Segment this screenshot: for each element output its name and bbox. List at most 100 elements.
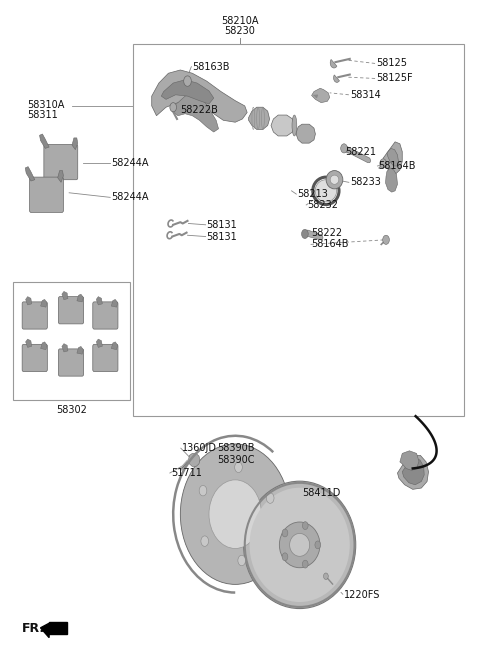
Circle shape <box>301 230 308 239</box>
Polygon shape <box>172 93 218 132</box>
FancyBboxPatch shape <box>59 349 84 376</box>
Text: 58302: 58302 <box>57 405 87 415</box>
Circle shape <box>315 541 321 549</box>
Polygon shape <box>402 459 424 485</box>
Polygon shape <box>77 346 84 354</box>
Text: 58163B: 58163B <box>192 62 230 72</box>
Circle shape <box>266 493 274 503</box>
Polygon shape <box>111 299 118 307</box>
Text: 58210A: 58210A <box>221 16 259 26</box>
Ellipse shape <box>279 522 320 567</box>
Circle shape <box>170 102 177 112</box>
Text: 58311: 58311 <box>28 110 59 120</box>
Polygon shape <box>111 342 118 350</box>
Wedge shape <box>330 60 337 68</box>
FancyBboxPatch shape <box>59 297 84 324</box>
Text: FR.: FR. <box>22 622 45 635</box>
Text: 58131: 58131 <box>206 232 237 241</box>
FancyBboxPatch shape <box>44 144 78 180</box>
Polygon shape <box>312 89 330 102</box>
Circle shape <box>184 76 192 87</box>
Text: 1220FS: 1220FS <box>344 590 381 600</box>
Polygon shape <box>77 294 84 302</box>
Text: 58314: 58314 <box>350 90 381 100</box>
Wedge shape <box>334 75 339 83</box>
Polygon shape <box>39 134 49 148</box>
Polygon shape <box>41 342 47 350</box>
FancyBboxPatch shape <box>93 302 118 329</box>
Ellipse shape <box>243 482 356 609</box>
Polygon shape <box>58 171 63 182</box>
Circle shape <box>302 560 308 568</box>
Ellipse shape <box>180 444 290 584</box>
Polygon shape <box>385 168 397 192</box>
Text: 58213: 58213 <box>297 189 328 199</box>
Text: 58390C: 58390C <box>217 455 255 465</box>
Circle shape <box>380 159 386 168</box>
Circle shape <box>235 462 242 472</box>
FancyBboxPatch shape <box>93 344 118 371</box>
Polygon shape <box>25 167 35 181</box>
Polygon shape <box>271 115 294 136</box>
Polygon shape <box>383 142 402 174</box>
Text: 58233: 58233 <box>350 177 381 188</box>
Polygon shape <box>62 291 68 300</box>
Text: 58125: 58125 <box>376 58 407 68</box>
Circle shape <box>201 536 208 546</box>
Text: 58164B: 58164B <box>378 161 416 171</box>
FancyBboxPatch shape <box>30 177 63 213</box>
Text: 51711: 51711 <box>171 468 202 478</box>
Circle shape <box>238 555 245 565</box>
Text: 58244A: 58244A <box>111 192 149 202</box>
Polygon shape <box>161 80 214 104</box>
Polygon shape <box>397 455 429 489</box>
Polygon shape <box>96 339 102 348</box>
Bar <box>13 282 130 400</box>
Text: 58222: 58222 <box>312 228 343 237</box>
Text: 58164B: 58164B <box>312 239 349 249</box>
Ellipse shape <box>326 171 343 189</box>
Polygon shape <box>400 451 419 470</box>
Text: 58232: 58232 <box>307 200 338 210</box>
Ellipse shape <box>209 480 262 548</box>
Polygon shape <box>72 138 78 150</box>
Circle shape <box>282 529 288 537</box>
Polygon shape <box>40 623 49 638</box>
Ellipse shape <box>292 115 297 136</box>
Polygon shape <box>189 453 200 466</box>
Text: 58244A: 58244A <box>111 158 149 169</box>
FancyBboxPatch shape <box>22 344 48 371</box>
Text: 58131: 58131 <box>206 220 237 230</box>
Text: 58221: 58221 <box>345 147 376 157</box>
Polygon shape <box>41 299 47 307</box>
Circle shape <box>341 144 348 153</box>
Polygon shape <box>152 70 247 122</box>
Ellipse shape <box>330 175 339 184</box>
Polygon shape <box>344 146 371 163</box>
Circle shape <box>302 522 308 529</box>
Circle shape <box>199 485 207 496</box>
Circle shape <box>282 553 288 561</box>
Ellipse shape <box>315 180 336 202</box>
Circle shape <box>324 573 328 579</box>
Polygon shape <box>296 124 315 143</box>
Ellipse shape <box>250 487 350 602</box>
Text: 58390B: 58390B <box>217 443 255 453</box>
Bar <box>132 44 464 416</box>
Polygon shape <box>305 230 323 240</box>
Circle shape <box>383 236 389 245</box>
Polygon shape <box>387 148 398 166</box>
Bar <box>49 622 67 634</box>
Polygon shape <box>25 297 32 305</box>
Text: 1360JD: 1360JD <box>182 443 217 453</box>
Text: 58222B: 58222B <box>180 105 218 115</box>
Polygon shape <box>25 339 32 348</box>
Text: 58125F: 58125F <box>376 73 413 83</box>
Polygon shape <box>96 297 102 305</box>
Text: 58411D: 58411D <box>302 487 340 498</box>
Polygon shape <box>62 344 68 352</box>
Text: 58230: 58230 <box>225 26 255 36</box>
Ellipse shape <box>289 533 310 556</box>
Polygon shape <box>249 107 270 129</box>
FancyBboxPatch shape <box>22 302 48 329</box>
